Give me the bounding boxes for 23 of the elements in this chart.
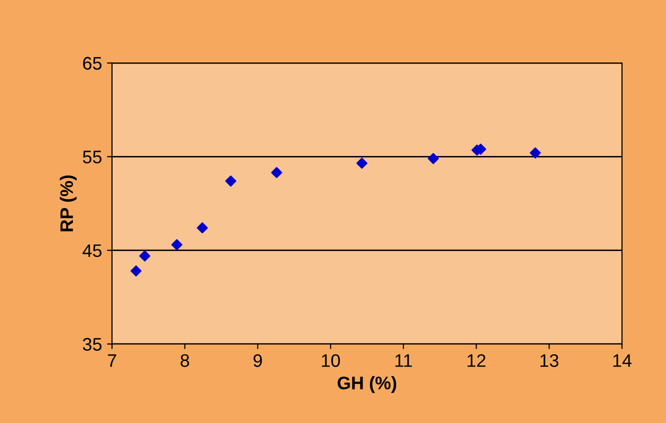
x-tick-label: 10 [322,354,340,367]
x-tick-label: 7 [108,354,116,367]
point [428,153,439,164]
y-tick-label: 35 [82,338,102,351]
y-tick-label: 45 [82,244,102,258]
point [171,239,182,250]
x-tick-label: 13 [540,354,558,367]
x-tick-label: 9 [254,354,262,367]
x-tick-label: 12 [468,354,486,367]
point [196,222,208,234]
point [225,176,236,187]
x-tick-label: 8 [180,354,190,367]
point [356,158,368,169]
y-tick-label: 65 [83,56,102,70]
point [271,167,282,178]
x-axis-title: GH (%) [338,376,396,393]
y-axis-title: RP (%) [60,175,77,232]
point [530,147,541,158]
point [130,265,142,276]
x-tick-label: 14 [613,354,632,367]
x-tick-label: 11 [395,354,412,367]
point [139,250,150,262]
y-tick-label: 55 [82,150,102,164]
